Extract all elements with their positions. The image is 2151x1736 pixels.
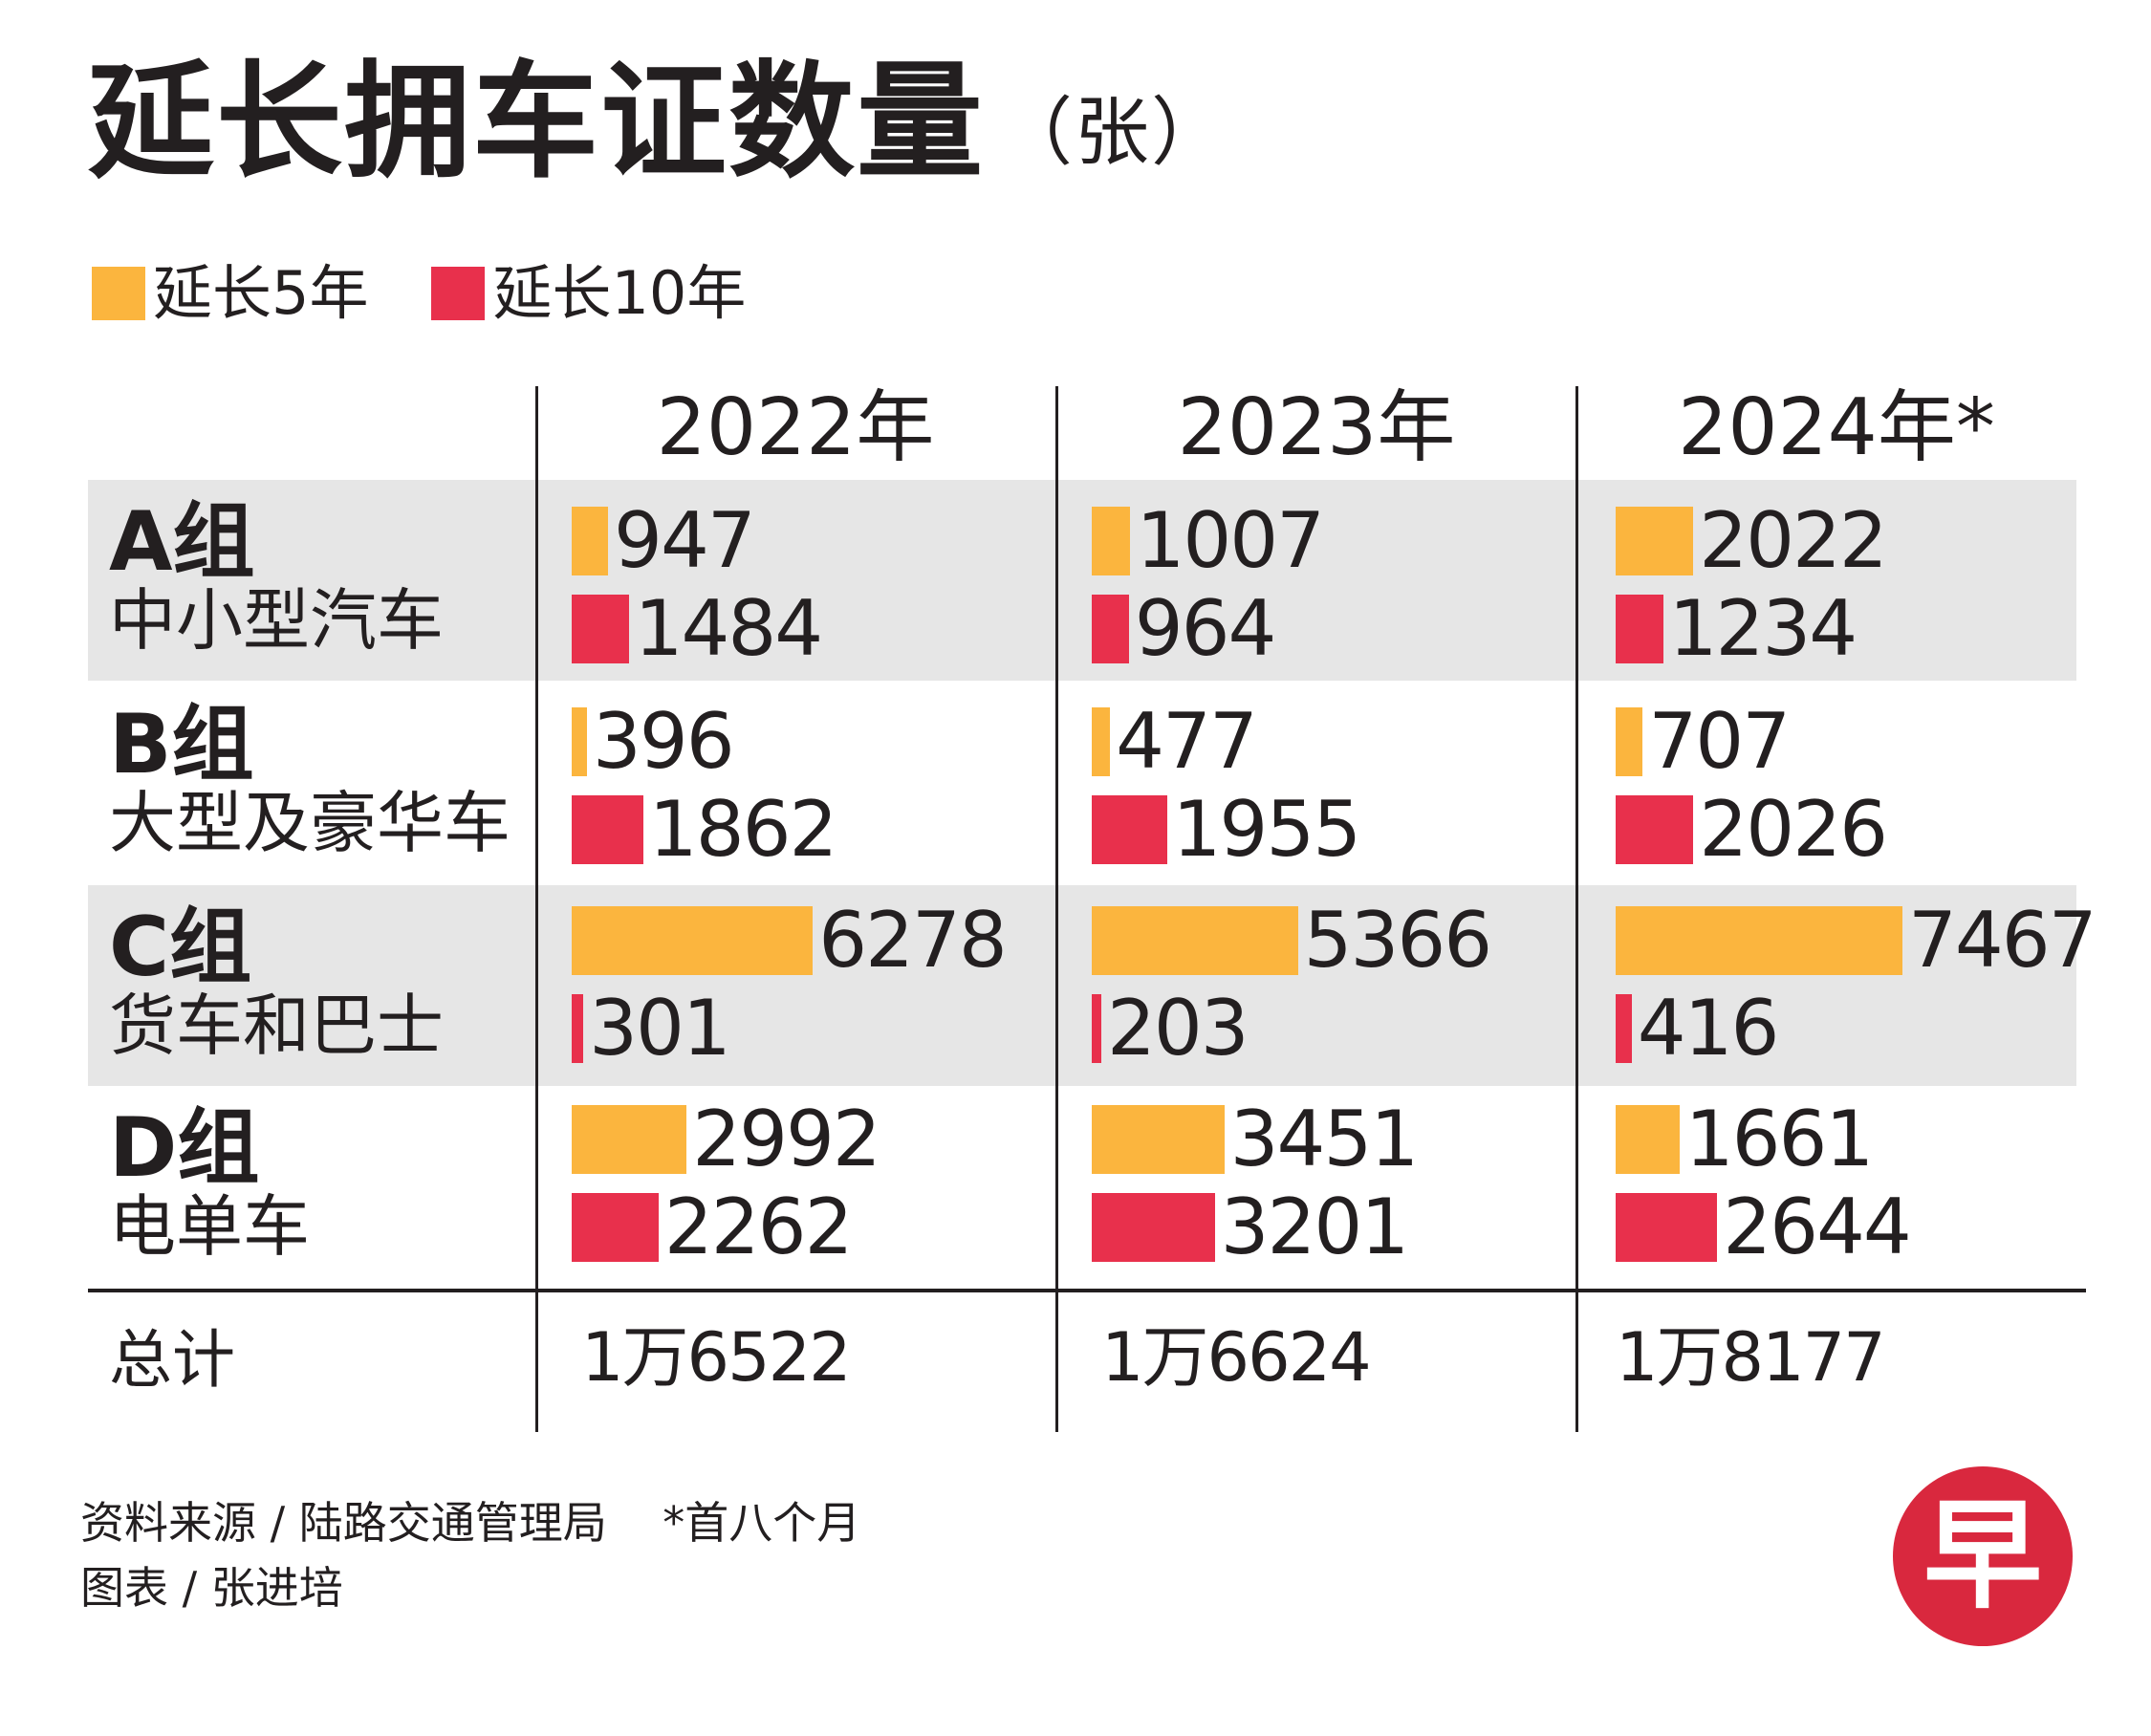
logo-glyph: 早 [1923, 1487, 2042, 1625]
column-divider-3 [1575, 386, 1578, 1432]
total-divider [88, 1289, 2086, 1292]
bar-a-2022-five-year [572, 507, 609, 575]
value-label-c-2023-ten-year: 203 [1107, 984, 1249, 1073]
zaobao-logo: 早 [1893, 1466, 2073, 1646]
value-label-a-2024-five-year: 2022 [1699, 496, 1888, 585]
value-label-b-2024-five-year: 707 [1648, 697, 1791, 786]
bar-b-2023-ten-year [1092, 795, 1167, 864]
total-value-2024: 1万8177 [1616, 1318, 1886, 1397]
bar-d-2023-five-year [1092, 1105, 1225, 1174]
value-label-d-2022-five-year: 2992 [692, 1095, 881, 1183]
bar-d-2022-ten-year [572, 1193, 659, 1262]
bar-b-2022-five-year [572, 707, 587, 776]
year-header-2023: 2023年 [1177, 382, 1456, 473]
column-divider-1 [535, 386, 538, 1432]
bar-a-2023-five-year [1092, 507, 1131, 575]
bar-c-2024-five-year [1616, 906, 1902, 975]
group-desc-b: 大型及豪华车 [109, 784, 511, 862]
total-value-2022: 1万6522 [581, 1318, 852, 1397]
bar-b-2024-five-year [1616, 707, 1643, 776]
bar-c-2022-five-year [572, 906, 814, 975]
value-label-a-2023-five-year: 1007 [1136, 496, 1325, 585]
value-label-d-2024-ten-year: 2644 [1723, 1183, 1912, 1271]
legend-label-ten-year: 延长10年 [492, 258, 747, 328]
value-label-b-2023-ten-year: 1955 [1172, 785, 1362, 874]
group-desc-a: 中小型汽车 [109, 581, 444, 660]
total-label: 总计 [109, 1323, 235, 1397]
value-label-d-2024-five-year: 1661 [1684, 1095, 1875, 1183]
bar-c-2023-five-year [1092, 906, 1298, 975]
bar-d-2023-ten-year [1092, 1193, 1215, 1262]
legend-label-five-year: 延长5年 [153, 258, 369, 328]
year-header-2024: 2024年* [1678, 382, 1995, 473]
bar-a-2024-ten-year [1616, 595, 1663, 663]
bar-d-2024-ten-year [1616, 1193, 1718, 1262]
group-desc-c: 货车和巴士 [109, 987, 444, 1065]
value-label-b-2023-five-year: 477 [1116, 697, 1258, 786]
total-value-2023: 1万6624 [1101, 1318, 1372, 1397]
bar-d-2024-five-year [1616, 1105, 1680, 1174]
value-label-c-2024-ten-year: 416 [1637, 984, 1780, 1073]
value-label-b-2022-five-year: 396 [592, 697, 735, 786]
group-code-c: C组 [109, 900, 252, 995]
year-header-2022: 2022年 [656, 382, 935, 473]
value-label-c-2022-five-year: 6278 [818, 896, 1008, 985]
value-label-a-2023-ten-year: 964 [1134, 584, 1277, 673]
bar-c-2023-ten-year [1092, 994, 1101, 1063]
value-label-c-2024-five-year: 7467 [1908, 896, 2097, 985]
legend: 延长5年 延长10年 [92, 264, 809, 323]
value-label-d-2022-ten-year: 2262 [663, 1183, 854, 1271]
bar-c-2024-ten-year [1616, 994, 1632, 1063]
group-code-d: D组 [109, 1100, 260, 1196]
legend-swatch-ten-year [431, 267, 486, 320]
value-label-d-2023-ten-year: 3201 [1220, 1183, 1410, 1271]
bar-c-2022-ten-year [572, 994, 584, 1063]
legend-item-five-year: 延长5年 [92, 264, 368, 323]
legend-item-ten-year: 延长10年 [431, 264, 746, 323]
group-code-b: B组 [109, 697, 254, 792]
bar-b-2024-ten-year [1616, 795, 1694, 864]
row-band-a [88, 480, 2076, 681]
source-note: 资料来源 / 陆路交通管理局 *首八个月 [80, 1497, 861, 1549]
chart-title-text: 延长拥车证数量 [88, 49, 985, 196]
value-label-d-2023-five-year: 3451 [1229, 1095, 1420, 1183]
value-label-a-2022-five-year: 947 [614, 496, 756, 585]
legend-swatch-five-year [92, 267, 145, 320]
value-label-a-2024-ten-year: 1234 [1668, 584, 1858, 673]
value-label-a-2022-ten-year: 1484 [634, 584, 824, 673]
bar-a-2024-five-year [1616, 507, 1694, 575]
chart-title-unit: （张） [998, 90, 1228, 176]
column-divider-2 [1055, 386, 1058, 1432]
bar-a-2022-ten-year [572, 595, 629, 663]
chart-credit: 图表 / 张进培 [80, 1562, 343, 1614]
chart-title: 延长拥车证数量 （张） [88, 59, 1228, 185]
bar-d-2022-five-year [572, 1105, 687, 1174]
group-desc-d: 电单车 [109, 1187, 310, 1266]
value-label-c-2022-ten-year: 301 [589, 984, 731, 1073]
value-label-b-2024-ten-year: 2026 [1699, 785, 1888, 874]
group-code-a: A组 [109, 494, 255, 590]
bar-a-2023-ten-year [1092, 595, 1129, 663]
bar-b-2022-ten-year [572, 795, 643, 864]
value-label-b-2022-ten-year: 1862 [648, 785, 838, 874]
bar-b-2023-five-year [1092, 707, 1111, 776]
value-label-c-2023-five-year: 5366 [1303, 896, 1493, 985]
